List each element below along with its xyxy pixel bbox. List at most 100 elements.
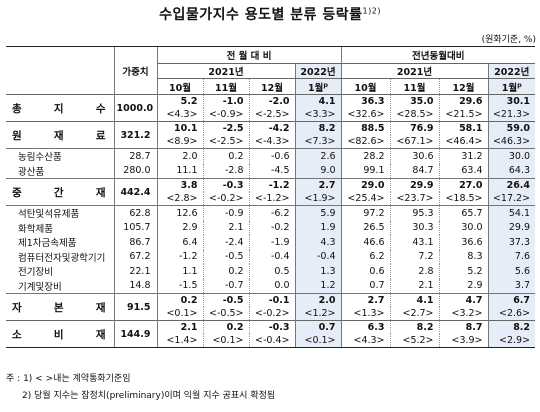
header-mom-jan: 1월p (294, 78, 342, 95)
contract-currency-value: <3.2> (438, 307, 489, 321)
header-yoy-oct: 10월 (340, 78, 391, 95)
subcategory-label: 화학제품 (18, 223, 53, 235)
change-value: 10.1 (156, 121, 203, 135)
contract-currency-value: <28.5> (389, 108, 440, 122)
contract-currency-value: <21.3> (487, 108, 536, 122)
title-footnote-ref: 1)2) (362, 6, 381, 16)
change-value: -0.2 (248, 220, 295, 235)
table-row: 총 지 수 1000.0 5.2 -1.0 -2.0 4.1 36.3 35.0 29.6 30.… (6, 94, 536, 122)
header-mom-2022: 2022년 (294, 63, 342, 79)
change-value: -4.2 (248, 121, 295, 135)
change-value: 1.2 (294, 278, 342, 294)
header-mom-nov: 11월 (202, 78, 249, 95)
change-value: 2.0 (156, 148, 203, 164)
table-row-sub: 제1차금속제품 86.7 6.4 -2.4 -1.9 4.3 46.6 43.1 36.6 37.… (6, 235, 536, 250)
contract-currency-value: <17.2> (487, 192, 536, 206)
change-value: 1.9 (294, 220, 342, 235)
change-value: 29.6 (438, 94, 489, 108)
change-value: 6.2 (340, 249, 391, 264)
change-value: -2.4 (202, 235, 249, 250)
table-row: 원 재 료 321.2 10.1 -2.5 -4.2 8.2 88.5 76.9 58.1 59.… (6, 121, 536, 149)
weight-value: 22.1 (113, 264, 157, 279)
change-value: -2.8 (202, 163, 249, 179)
contract-currency-value: <5.2> (389, 334, 440, 348)
change-value: -0.4 (294, 249, 342, 264)
change-value: -0.4 (248, 249, 295, 264)
weight-value: 144.9 (113, 320, 157, 348)
change-value: 35.0 (389, 94, 440, 108)
contract-currency-value: <7.3> (294, 135, 342, 149)
table-row-contract: <0.1> <-0.5> <-0.2> <1.2> <1.3> <2.7> <3.2> <2.… (6, 307, 536, 321)
table-title: 수입물가지수 용도별 분류 등락률1)2) (159, 6, 381, 23)
contract-currency-value: <8.9> (156, 135, 203, 149)
change-value: 0.2 (156, 293, 203, 307)
contract-currency-value: <46.4> (438, 135, 489, 149)
category-label: 자 본 재 (6, 293, 114, 321)
change-value: 30.0 (438, 220, 489, 235)
contract-currency-value: <-0.2> (248, 307, 295, 321)
change-value: 54.1 (487, 205, 536, 221)
change-value: 5.9 (294, 205, 342, 221)
contract-currency-value: <-0.2> (202, 192, 249, 206)
change-value: 4.7 (438, 293, 489, 307)
change-value: 29.9 (389, 178, 440, 192)
change-value: 46.6 (340, 235, 391, 250)
contract-currency-value: <18.5> (438, 192, 489, 206)
change-value: -4.5 (248, 163, 295, 179)
change-value: 0.2 (202, 264, 249, 279)
subcategory-label: 광산품 (6, 163, 114, 179)
import-price-table: 가중치 전 월 대 비 전년동월대비 2021년 2022년 2021년 202… (6, 46, 536, 348)
change-value: 8.2 (389, 320, 440, 334)
header-yoy-2021: 2021년 (340, 63, 489, 79)
change-value: 97.2 (340, 205, 391, 221)
subcategory-label: 기계및장비 (6, 278, 114, 294)
change-value: 29.0 (340, 178, 391, 192)
change-value: 2.9 (156, 220, 203, 235)
contract-currency-value: <0.1> (294, 334, 342, 348)
change-value: 27.0 (438, 178, 489, 192)
change-value: -0.5 (202, 293, 249, 307)
change-value: 64.3 (487, 163, 536, 179)
change-value: 30.0 (487, 148, 536, 164)
contract-currency-value: <3.3> (294, 108, 342, 122)
change-value: 6.7 (487, 293, 536, 307)
contract-currency-value: <32.6> (340, 108, 391, 122)
change-value: 8.2 (487, 320, 536, 334)
table-body: 총 지 수 1000.0 5.2 -1.0 -2.0 4.1 36.3 35.0 29.6 30.… (6, 94, 536, 348)
contract-currency-value: <1.9> (294, 192, 342, 206)
contract-currency-value: <1.2> (294, 307, 342, 321)
table-row-contract: <4.3> <-0.9> <-2.5> <3.3> <32.6> <28.5> <21.5>… (6, 108, 536, 122)
change-value: -1.2 (156, 249, 203, 264)
table-row-sub: 석탄및석유제품 62.8 12.6 -0.9 -6.2 5.9 97.2 95.3 65.7 54… (6, 205, 536, 221)
change-value: 30.3 (389, 220, 440, 235)
category-label: 중 간 재 (6, 178, 114, 206)
contract-currency-value: <25.4> (340, 192, 391, 206)
table-row-contract: <1.4> <0.1> <-0.4> <0.1> <4.3> <5.2> <3.9> <2.9… (6, 334, 536, 348)
table-row: 소 비 재 144.9 2.1 0.2 -0.3 0.7 6.3 8.2 8.7 8.2 (6, 320, 536, 348)
change-value: 3.7 (487, 278, 536, 294)
change-value: 7.2 (389, 249, 440, 264)
contract-currency-value: <21.5> (438, 108, 489, 122)
change-value: -1.9 (248, 235, 295, 250)
change-value: 11.1 (156, 163, 203, 179)
change-value: 9.0 (294, 163, 342, 179)
contract-currency-value: <2.9> (487, 334, 536, 348)
change-value: 1.1 (156, 264, 203, 279)
change-value: 2.7 (340, 293, 391, 307)
weight-value: 28.7 (113, 148, 157, 164)
contract-currency-value: <1.3> (340, 307, 391, 321)
weight-value: 67.2 (113, 249, 157, 264)
subcategory-label: 컴퓨터전자및광학기기 (18, 252, 106, 264)
change-value: 2.8 (389, 264, 440, 279)
header-yoy-nov: 11월 (389, 78, 440, 95)
footnote-2: 2) 당월 지수는 잠정치(preliminary)이며 익월 지수 공표시 확… (22, 391, 276, 401)
header-mom-dec: 12월 (248, 78, 295, 95)
unit-label: (원화기준, %) (481, 35, 536, 45)
change-value: 0.7 (340, 278, 391, 294)
change-value: 37.3 (487, 235, 536, 250)
change-value: 4.1 (389, 293, 440, 307)
category-label: 소 비 재 (6, 320, 114, 348)
subcategory-label: 석탄및석유제품 (6, 205, 114, 221)
footnote-1: 주 : 1) < >내는 계약통화기준임 (6, 374, 131, 384)
contract-currency-value: <-0.5> (202, 307, 249, 321)
